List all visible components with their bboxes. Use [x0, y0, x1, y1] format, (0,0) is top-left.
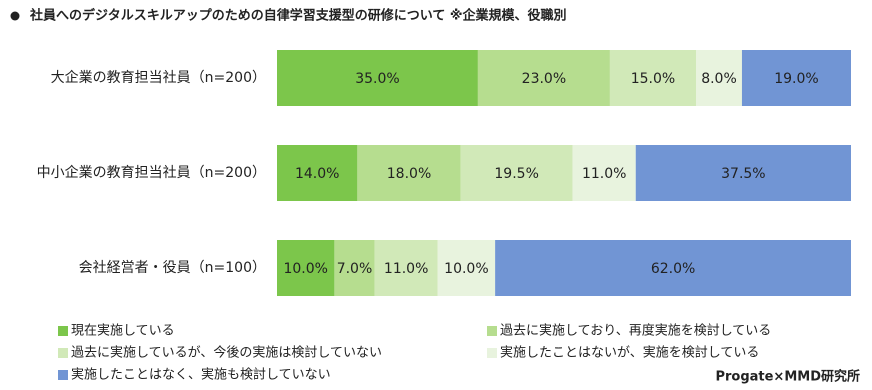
value-label: 14.0% — [295, 166, 339, 182]
bar-segment — [572, 145, 636, 201]
chart-title: 社員へのデジタルスキルアップのための自律学習支援型の研修について ※企業規模、役… — [29, 8, 567, 24]
legend-swatch — [58, 370, 68, 380]
legend-label: 過去に実施しているが、今後の実施は検討していない — [71, 345, 382, 361]
category-label: 中小企業の教育担当社員（n=200） — [37, 164, 266, 181]
bar-segment — [741, 50, 851, 106]
bar-segment — [277, 145, 358, 201]
legend-label: 現在実施している — [71, 323, 175, 339]
category-label: 会社経営者・役員（n=100） — [79, 260, 266, 276]
bar-segment — [334, 240, 375, 296]
legend-swatch — [58, 326, 68, 336]
bar-segment — [477, 50, 610, 106]
bar-segment — [460, 145, 573, 201]
value-label: 7.0% — [337, 261, 373, 277]
value-label: 62.0% — [651, 261, 695, 277]
value-label: 15.0% — [631, 71, 675, 87]
value-label: 19.5% — [494, 166, 538, 182]
legend-swatch — [487, 348, 497, 358]
bar-segment — [277, 240, 335, 296]
legend-label: 過去に実施しており、再度実施を検討している — [500, 323, 771, 339]
bar-segment — [277, 50, 478, 106]
value-label: 10.0% — [283, 261, 327, 277]
source: Progate×MMD研究所 — [715, 369, 860, 385]
value-label: 11.0% — [582, 166, 626, 182]
value-label: 8.0% — [701, 71, 737, 87]
legend-swatch — [58, 348, 68, 358]
legend-label: 実施したことはなく、実施も検討していない — [71, 367, 331, 383]
bar-segment — [437, 240, 496, 296]
category-label: 大企業の教育担当社員（n=200） — [51, 69, 266, 86]
bar-segment — [635, 145, 851, 201]
legend-swatch — [487, 326, 497, 336]
bar-segment — [374, 240, 438, 296]
value-label: 11.0% — [384, 261, 428, 277]
value-label: 35.0% — [355, 71, 399, 87]
legend-label: 実施したことはないが、実施を検討している — [500, 345, 759, 361]
bar-segment — [696, 50, 742, 106]
value-label: 10.0% — [444, 261, 488, 277]
value-label: 37.5% — [721, 166, 765, 182]
value-label: 19.0% — [774, 71, 818, 87]
value-label: 23.0% — [522, 71, 566, 87]
bar-segment — [495, 240, 851, 296]
bar-segment — [609, 50, 697, 106]
value-label: 18.0% — [387, 166, 431, 182]
title-bullet — [10, 11, 20, 21]
bar-segment — [357, 145, 461, 201]
